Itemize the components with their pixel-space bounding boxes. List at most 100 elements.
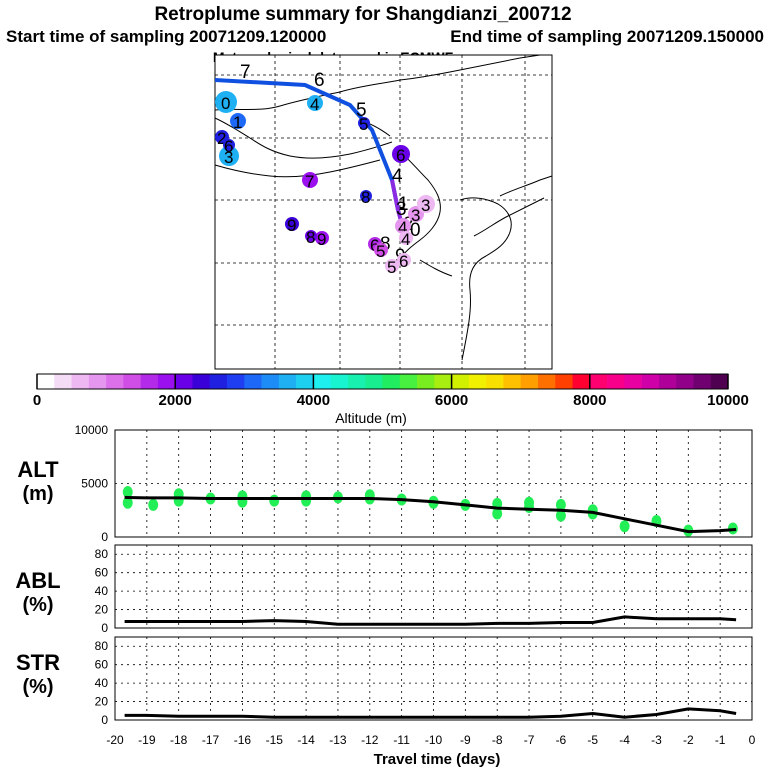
colorbar-swatch [607, 374, 625, 389]
colorbar-swatch [37, 374, 55, 389]
alt-unit-label: (m) [22, 483, 53, 505]
cluster-label: 5 [387, 258, 396, 277]
cluster-marker [374, 243, 388, 257]
track-day-label: 4 [392, 166, 403, 187]
colorbar-swatch [468, 374, 487, 389]
y-tick-label: 0 [101, 530, 108, 544]
cluster-altitude-point [619, 520, 630, 533]
colorbar-swatch [382, 374, 401, 389]
abl-line [124, 615, 737, 626]
colorbar-swatch [296, 374, 314, 389]
end-time-label: End time of sampling 20071209.150000 [450, 27, 764, 46]
y-tick-label: 10000 [75, 423, 109, 437]
cluster-label: 3 [421, 196, 430, 215]
cluster-label: 9 [317, 230, 326, 249]
colorbar-swatch [123, 374, 141, 389]
colorbar-tick-label: 6000 [435, 392, 468, 409]
cluster-marker [360, 190, 372, 202]
cluster-marker [305, 230, 317, 242]
x-tick-label: -14 [297, 733, 315, 747]
y-tick-label: 0 [101, 713, 108, 727]
cluster-marker [385, 259, 399, 273]
y-tick-label: 20 [95, 695, 109, 709]
colorbar-swatch [572, 374, 591, 389]
x-tick-label: -11 [393, 733, 410, 747]
colorbar-swatch [537, 374, 556, 389]
cluster-marker [358, 117, 370, 129]
colorbar-swatch [417, 374, 435, 389]
cluster-marker [399, 231, 413, 245]
cluster-marker [392, 145, 410, 163]
figure-title: Retroplume summary for Shangdianzi_20071… [154, 4, 571, 25]
x-tick-label: -3 [651, 733, 662, 747]
map-frame [214, 54, 553, 370]
cluster-marker [307, 95, 323, 111]
x-tick-label: -4 [619, 733, 630, 747]
y-tick-label: 40 [95, 584, 109, 598]
colorbar-swatch [434, 374, 452, 389]
cluster-label: 0 [221, 94, 230, 113]
abl-unit-label: (%) [22, 594, 53, 616]
colorbar-swatch [71, 374, 90, 389]
colorbar-swatch [503, 374, 521, 389]
x-tick-label: -16 [234, 733, 252, 747]
cluster-altitude-point [524, 501, 535, 514]
track-day-label: 7 [240, 62, 251, 83]
cluster-altitude-point [555, 509, 566, 522]
colorbar-swatch [693, 374, 712, 389]
abl-chart: 80 60 40 20 0 [95, 544, 753, 635]
y-tick-label: 40 [95, 676, 109, 690]
x-tick-label: -2 [683, 733, 694, 747]
colorbar-swatch [399, 374, 418, 389]
colorbar-swatch [278, 374, 297, 389]
abl-label: ABL [15, 568, 60, 593]
cluster-label: 5 [376, 242, 385, 261]
colorbar-axis-label: Altitude (m) [335, 410, 407, 426]
cluster-altitude-point [122, 496, 133, 509]
colorbar-swatch [313, 374, 331, 389]
colorbar-swatch [486, 374, 504, 389]
colorbar-swatch [227, 374, 245, 389]
cluster-label: 9 [287, 216, 296, 235]
colorbar-tick-label: 8000 [573, 392, 606, 409]
alt-chart: 10000 5000 0 [75, 423, 753, 544]
x-tick-label: -8 [492, 733, 503, 747]
cluster-label: 8 [361, 188, 370, 207]
x-tick-label: -17 [202, 733, 220, 747]
colorbar-swatch [54, 374, 72, 389]
cluster-marker [417, 195, 435, 213]
x-tick-label: -20 [106, 733, 124, 747]
y-tick-label: 60 [95, 658, 109, 672]
cluster-marker [395, 218, 411, 234]
cluster-label: 5 [359, 115, 368, 134]
colorbar-swatch [641, 374, 660, 389]
colorbar-swatch [244, 374, 262, 389]
colorbar-swatch [347, 374, 366, 389]
colorbar-tick-label: 2000 [159, 392, 192, 409]
colorbar-swatch [140, 374, 159, 389]
colorbar-swatch [658, 374, 677, 389]
cluster-label: 6 [370, 236, 379, 255]
y-tick-label: 80 [95, 639, 109, 653]
colorbar-swatch [192, 374, 211, 389]
cluster-marker [302, 172, 318, 188]
colorbar-swatch [365, 374, 383, 389]
x-tick-label: -6 [556, 733, 567, 747]
x-tick-label: -5 [587, 733, 598, 747]
cluster-marker [215, 91, 237, 113]
cluster-label: 6 [224, 137, 233, 156]
y-tick-label: 80 [95, 547, 109, 561]
alt-mean-line [124, 495, 737, 534]
track-day-label: 6 [314, 70, 325, 91]
cluster-label: 4 [310, 95, 319, 114]
str-line [124, 707, 737, 719]
y-tick-label: 0 [101, 621, 108, 635]
colorbar-swatch [589, 374, 608, 389]
cluster-label: 3 [224, 148, 233, 167]
altitude-colorbar [36, 373, 729, 390]
